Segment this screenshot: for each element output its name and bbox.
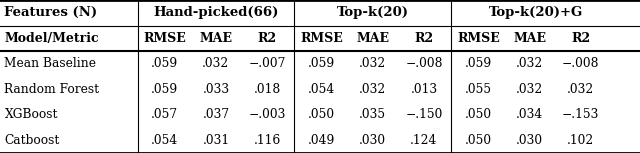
Text: .032: .032 (359, 83, 387, 96)
Text: Top-k(20)+G: Top-k(20)+G (489, 6, 583, 19)
Text: Features (N): Features (N) (4, 6, 98, 19)
Text: −.150: −.150 (405, 108, 443, 121)
Text: .059: .059 (151, 57, 179, 70)
Text: .124: .124 (410, 134, 438, 147)
Text: .037: .037 (202, 108, 230, 121)
Text: MAE: MAE (200, 32, 232, 45)
Text: MAE: MAE (513, 32, 546, 45)
Text: MAE: MAE (356, 32, 389, 45)
Text: Random Forest: Random Forest (4, 83, 100, 96)
Text: .032: .032 (359, 57, 387, 70)
Text: .031: .031 (202, 134, 230, 147)
Text: .050: .050 (465, 108, 492, 121)
Text: Top-k(20): Top-k(20) (337, 6, 409, 19)
Text: RMSE: RMSE (143, 32, 186, 45)
Text: R2: R2 (258, 32, 276, 45)
Text: .035: .035 (359, 108, 387, 121)
Text: −.153: −.153 (562, 108, 600, 121)
Text: .059: .059 (308, 57, 335, 70)
Text: .059: .059 (465, 57, 492, 70)
Text: .030: .030 (516, 134, 543, 147)
Text: −.008: −.008 (405, 57, 443, 70)
Text: .050: .050 (465, 134, 492, 147)
Text: Hand-picked(66): Hand-picked(66) (154, 6, 278, 19)
Text: .057: .057 (151, 108, 179, 121)
Text: .034: .034 (516, 108, 543, 121)
Text: Catboost: Catboost (4, 134, 60, 147)
Text: .049: .049 (308, 134, 335, 147)
Text: XGBoost: XGBoost (4, 108, 58, 121)
Text: .032: .032 (567, 83, 595, 96)
Text: .018: .018 (253, 83, 281, 96)
Text: RMSE: RMSE (300, 32, 343, 45)
Text: R2: R2 (572, 32, 590, 45)
Text: .102: .102 (567, 134, 595, 147)
Text: .032: .032 (516, 57, 543, 70)
Text: .032: .032 (202, 57, 230, 70)
Text: .054: .054 (308, 83, 335, 96)
Text: .059: .059 (151, 83, 179, 96)
Text: −.003: −.003 (248, 108, 286, 121)
Text: −.007: −.007 (248, 57, 286, 70)
Text: .055: .055 (465, 83, 492, 96)
Text: .033: .033 (202, 83, 230, 96)
Text: Mean Baseline: Mean Baseline (4, 57, 97, 70)
Text: .013: .013 (410, 83, 438, 96)
Text: .116: .116 (253, 134, 281, 147)
Text: RMSE: RMSE (457, 32, 500, 45)
Text: Model/Metric: Model/Metric (4, 32, 99, 45)
Text: .054: .054 (151, 134, 179, 147)
Text: −.008: −.008 (562, 57, 600, 70)
Text: .032: .032 (516, 83, 543, 96)
Text: .030: .030 (359, 134, 387, 147)
Text: R2: R2 (415, 32, 433, 45)
Text: .050: .050 (308, 108, 335, 121)
